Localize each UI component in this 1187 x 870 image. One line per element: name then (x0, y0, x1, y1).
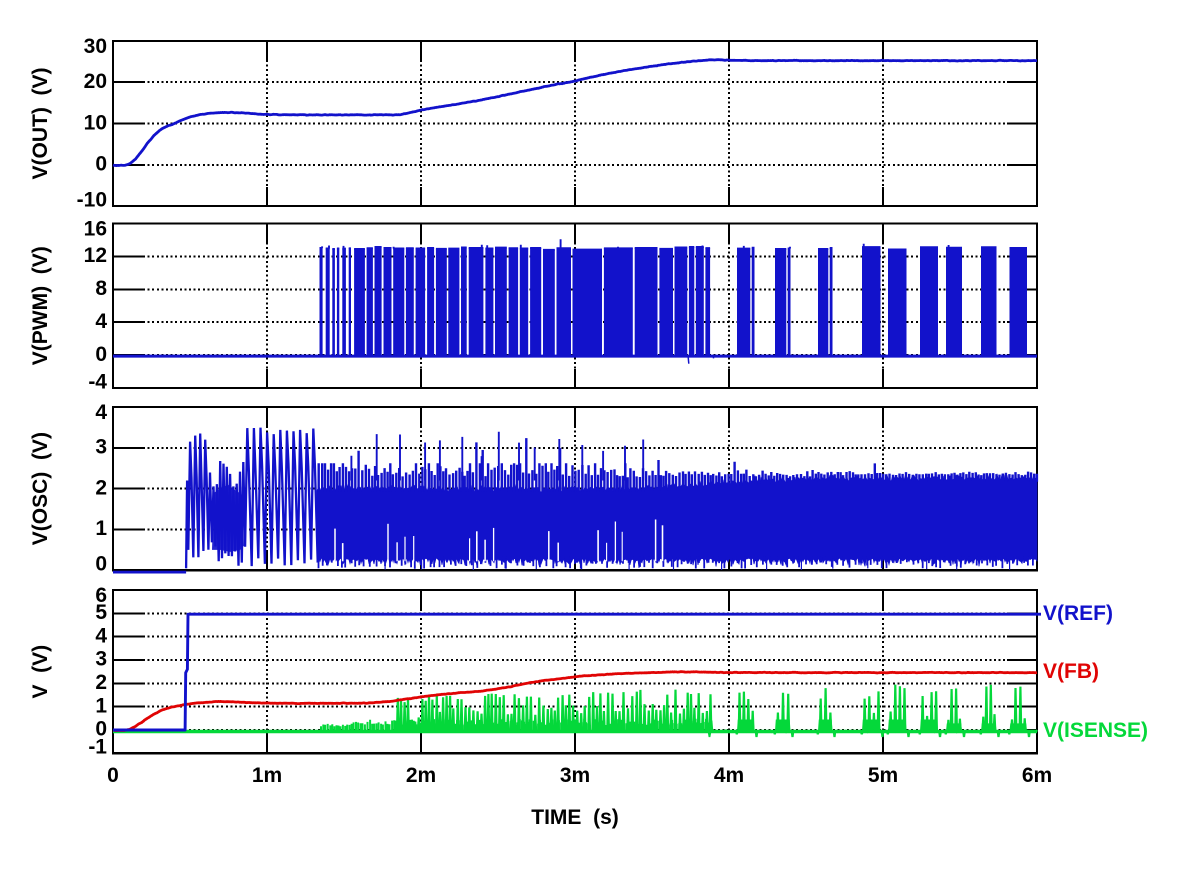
svg-text:8: 8 (95, 277, 107, 300)
svg-text:6: 6 (95, 584, 107, 607)
svg-text:4: 4 (95, 401, 107, 424)
svg-text:4m: 4m (714, 764, 744, 787)
svg-text:20: 20 (84, 70, 107, 93)
svg-text:1: 1 (95, 517, 107, 540)
svg-text:V(FB): V(FB) (1043, 660, 1099, 683)
svg-text:2: 2 (95, 476, 107, 499)
svg-text:12: 12 (84, 244, 107, 267)
svg-text:V(ISENSE): V(ISENSE) (1043, 719, 1148, 742)
svg-text:30: 30 (84, 35, 107, 58)
svg-text:1m: 1m (252, 764, 282, 787)
svg-text:5: 5 (95, 601, 107, 624)
svg-text:TIME (s): TIME (s) (531, 806, 619, 829)
svg-text:V(PWM) (V): V(PWM) (V) (29, 246, 52, 365)
svg-text:1: 1 (95, 694, 107, 717)
svg-text:2m: 2m (406, 764, 436, 787)
svg-text:16: 16 (84, 218, 107, 241)
svg-text:0: 0 (95, 343, 107, 366)
svg-text:V(OUT) (V): V(OUT) (V) (29, 68, 52, 180)
svg-text:-4: -4 (88, 370, 107, 393)
svg-text:-1: -1 (88, 736, 107, 759)
svg-text:4: 4 (95, 624, 107, 647)
svg-text:V (V): V (V) (29, 645, 52, 699)
svg-text:6m: 6m (1022, 764, 1052, 787)
svg-text:3: 3 (95, 436, 107, 459)
svg-text:0: 0 (95, 153, 107, 176)
svg-text:0: 0 (107, 764, 119, 787)
svg-text:0: 0 (95, 718, 107, 741)
svg-text:5m: 5m (868, 764, 898, 787)
svg-text:-10: -10 (77, 188, 107, 211)
svg-text:3: 3 (95, 648, 107, 671)
svg-text:V(REF): V(REF) (1043, 602, 1113, 625)
svg-text:V(OSC) (V): V(OSC) (V) (29, 432, 52, 545)
svg-text:2: 2 (95, 671, 107, 694)
svg-text:0: 0 (95, 553, 107, 576)
svg-text:4: 4 (95, 310, 107, 333)
svg-text:3m: 3m (560, 764, 590, 787)
svg-text:10: 10 (84, 111, 107, 134)
